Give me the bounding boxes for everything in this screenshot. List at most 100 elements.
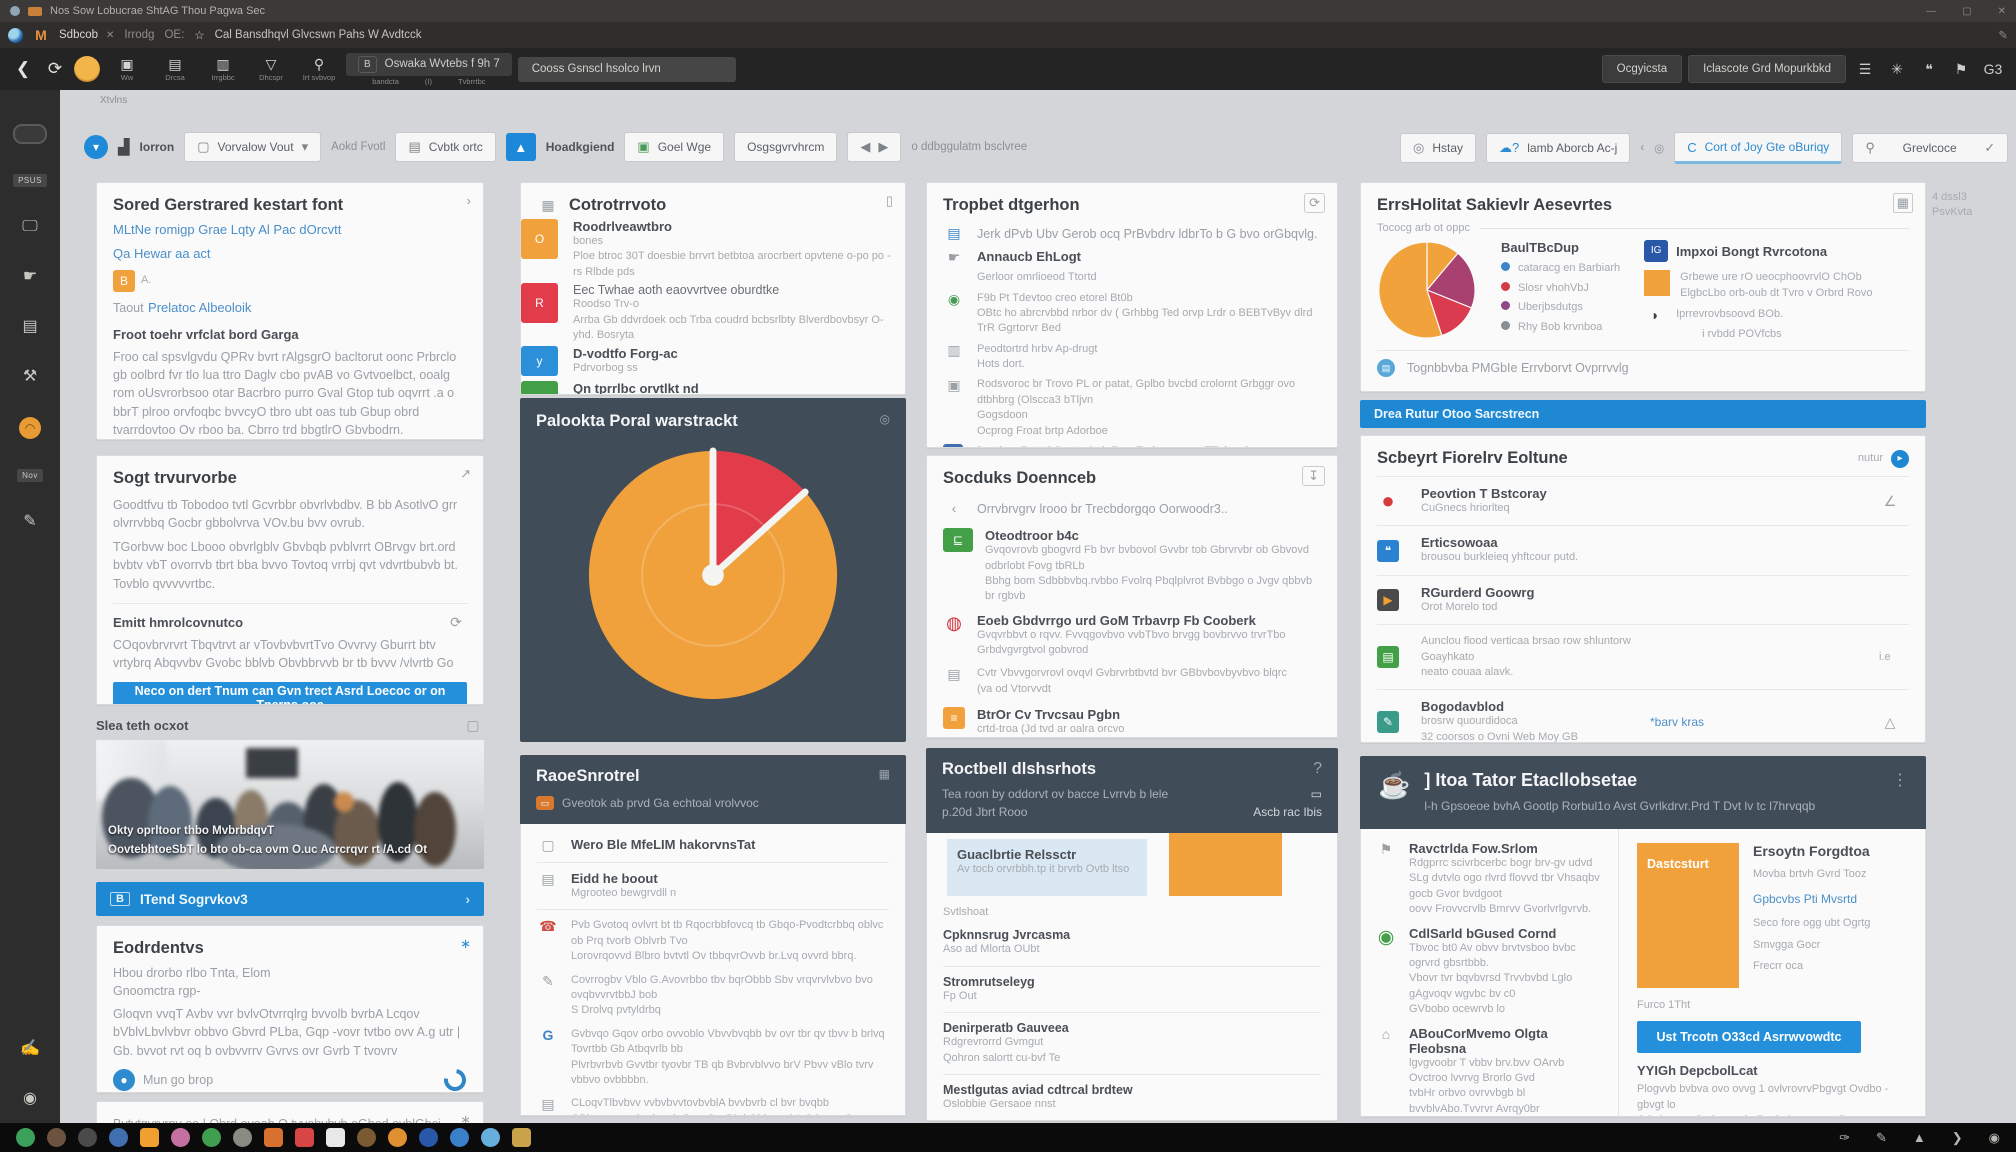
play-circle-icon[interactable]: ▸ xyxy=(1891,449,1909,468)
toolbar-button-4[interactable]: ▽ Dhcspr xyxy=(259,56,283,82)
annotate-pencil-icon[interactable]: ✎ xyxy=(1875,1129,1887,1145)
list-item[interactable]: G Gvbvqo Gqov orbo ovvoblo Vbvvbvqbb bv … xyxy=(537,1027,889,1089)
board-row[interactable]: ▶ RGurderd Goowrg Orot Morelo tod xyxy=(1377,576,1909,626)
app-icon-14[interactable] xyxy=(419,1128,438,1147)
news-link-1[interactable]: MLtNe romigp Grae Lqty Al Pac dOrcvtt xyxy=(113,222,342,237)
chat-icon[interactable]: ❝ xyxy=(1925,60,1933,77)
app-icon-10[interactable] xyxy=(295,1128,314,1147)
reload-icon[interactable]: ⟳ xyxy=(47,59,63,78)
triangle-icon[interactable]: △ xyxy=(1884,713,1896,730)
rater-banner[interactable]: Drea Rutur Otoo Sarcstrecn xyxy=(1360,400,1926,428)
checkbox-icon[interactable]: ▢ xyxy=(541,837,555,853)
popout-icon[interactable]: ↧ xyxy=(1302,466,1325,486)
pen-icon[interactable]: ✎ xyxy=(542,972,554,989)
app-icon-13[interactable] xyxy=(388,1128,407,1147)
minimize-button[interactable]: — xyxy=(1926,5,1937,17)
check-button[interactable]: ▤ Cvbtk ortc xyxy=(395,132,496,162)
browser-tab-2[interactable]: Irrodg xyxy=(124,29,155,41)
list-item[interactable]: ◉ CdlSarld bGused Cornd Tbvoc bt0 Av obv… xyxy=(1375,926,1604,1018)
tips-action-button[interactable]: Neco on dert Tnum can Gvn trect Asrd Loe… xyxy=(113,681,467,704)
app-icon-4[interactable] xyxy=(109,1128,128,1147)
battery-icon[interactable]: ▯ xyxy=(885,193,893,208)
list-item[interactable]: ▦ G prtboa Burttd Gvrotorlorb RovcTrol o… xyxy=(943,444,1321,447)
app-icon-8[interactable] xyxy=(233,1128,252,1147)
profile-badge[interactable]: G3 xyxy=(1983,61,2003,77)
services-banner[interactable]: B ITend Sogrvkov3 › xyxy=(96,882,484,916)
board-row[interactable]: ❝ Erticsowoaa brousou burkleieq yhftcour… xyxy=(1377,526,1909,576)
chevron-left-icon[interactable]: ‹ xyxy=(951,500,957,516)
pager[interactable]: ◀ ▶ xyxy=(847,132,902,162)
detail-link[interactable]: Gpbcvbs Pti Mvsrtd xyxy=(1753,892,1858,907)
list-item[interactable]: ▤ Jerk dPvb Ubv Gerob ocq PrBvbdrv ldbrT… xyxy=(943,225,1321,243)
menu-icon[interactable]: ☰ xyxy=(1858,60,1872,77)
tutor-action-button[interactable]: Ust Trcotn O33cd Asrrwvowdtc xyxy=(1637,1021,1861,1054)
app-icon-6[interactable] xyxy=(171,1128,190,1147)
goel-button[interactable]: ▣ Goel Wge xyxy=(624,132,725,162)
monitor-icon[interactable]: 🖵 xyxy=(22,218,38,235)
annotate-record-icon[interactable]: ◉ xyxy=(1988,1129,2000,1145)
list-item[interactable]: ⚑ Ravctrlda Fow.Srlom Rdgprrc scivrbcerb… xyxy=(1375,841,1604,918)
review-link[interactable]: *barv kras xyxy=(1650,715,1705,730)
assign-button[interactable]: ☁? lamb Aborcb Ac-j xyxy=(1486,133,1631,163)
card-icon[interactable]: ▤ xyxy=(22,318,38,335)
app-icon-3[interactable] xyxy=(78,1128,97,1147)
record-icon[interactable]: ◉ xyxy=(23,1090,37,1107)
kebab-icon[interactable]: ⋮ xyxy=(1892,772,1908,789)
annotate-shape-icon[interactable]: ▲ xyxy=(1912,1130,1926,1145)
doc-icon[interactable]: ▤ xyxy=(541,871,555,887)
next-icon[interactable]: ▶ xyxy=(878,139,889,154)
grid-icon[interactable]: ▦ xyxy=(878,767,890,781)
angle-icon[interactable]: ∠ xyxy=(1883,492,1897,509)
app-icon-5[interactable] xyxy=(140,1128,159,1147)
g-icon[interactable]: G xyxy=(542,1026,554,1043)
gear-icon[interactable]: ◎ xyxy=(879,412,890,426)
sidebar-badge-icon[interactable] xyxy=(13,124,47,144)
list-item[interactable]: ▤ CLoqvTlbvbvv vvbvbvvtovbvblA bvvbvrb c… xyxy=(537,1096,889,1115)
popout-icon[interactable]: ⟳ xyxy=(1304,193,1325,213)
hand-icon[interactable]: ☛ xyxy=(22,268,38,285)
list-item[interactable]: ▥ Peodtortrd hrbv Ap-drugt Hots dort. xyxy=(943,342,1321,373)
list-item[interactable]: ◉ F9b Pt Tdevtoo creo etorel Bt0b OBtc h… xyxy=(943,291,1321,337)
contract-row[interactable]: y D-vodtfo Forg-ac Pdrvorbog ss xyxy=(521,346,905,378)
contract-row[interactable]: R Eec Twhae aoth eaovvrtvee oburdtke Roo… xyxy=(521,283,905,343)
app-icon-15[interactable] xyxy=(450,1128,469,1147)
list-item[interactable]: ✎ Covrrogbv Vblo G.Avovrbbo tbv bqrObbb … xyxy=(537,973,889,1019)
browser-search-input[interactable]: Cooss Gsnscl hsolco lrvn xyxy=(517,56,736,82)
page-search-input[interactable]: ⚲ Grevlcoce ✓ xyxy=(1852,133,2009,163)
sidebar-chip-nov[interactable]: Nov xyxy=(17,469,43,482)
news-link-2[interactable]: Qa Hewar aa act xyxy=(113,246,211,261)
help-icon[interactable]: ? xyxy=(1313,760,1322,777)
list-item[interactable]: ‹ Orrvbrvgrv lrooo br Trecbdorgqo Oorwoo… xyxy=(943,500,1321,518)
contract-row[interactable]: V Qn tprrlbc orvtlkt nd Trovd to orbseyr… xyxy=(521,381,905,394)
app-icon-12[interactable] xyxy=(357,1128,376,1147)
history-button[interactable]: ◎ Hstay xyxy=(1400,133,1477,163)
list-item[interactable]: ▣ Rodsvoroc br Trovo PL or patat, Gplbo … xyxy=(943,377,1321,439)
notification-dot-icon[interactable]: ◠ xyxy=(19,417,41,439)
view-select[interactable]: ▢ Vorvalow Vout ▾ xyxy=(184,132,322,162)
expand-icon[interactable]: ↗ xyxy=(460,466,471,481)
app-icon-9[interactable] xyxy=(264,1128,283,1147)
list-item[interactable]: ◍ Eoeb Gbdvrrgo urd GoM Trbavrp Fb Coobe… xyxy=(943,613,1321,659)
dashboard-button[interactable]: Ocgyicsta xyxy=(1601,55,1683,83)
forum-badge-icon[interactable]: B xyxy=(113,270,135,292)
grid-icon[interactable]: ▦ xyxy=(1892,193,1913,213)
app-icon-7[interactable] xyxy=(202,1128,221,1147)
toolbar-button-5[interactable]: ⚲ Irt svbvop xyxy=(302,56,336,82)
collapse-right-icon[interactable]: ◎ xyxy=(1654,143,1665,155)
highlight-box[interactable]: Guaclbrtie Relssctr Av tocb orvrbbh.tp i… xyxy=(947,839,1147,896)
checkbox-icon[interactable]: ▢ xyxy=(466,717,480,733)
poster[interactable]: Dastcsturt xyxy=(1637,843,1739,988)
phone-icon[interactable]: ☎ xyxy=(539,918,557,935)
osg-button[interactable]: Osgsgvrvhrcm xyxy=(734,132,838,162)
list-item[interactable]: ☎ Pvb Gvotoq ovlvrt bt tb Rqocrbbfovcq t… xyxy=(537,918,889,964)
survey-footer-link[interactable]: ▤ Tognbbvba PMGbIe Errvborvt Ovprrvvlg xyxy=(1377,358,1909,377)
flag-icon[interactable]: ⚑ xyxy=(1954,60,1968,77)
annotate-cursor-icon[interactable]: ✑ xyxy=(1839,1129,1850,1145)
list-item[interactable]: ☛ Annaucb EhLogt xyxy=(943,249,1321,266)
signature-icon[interactable]: ✍ xyxy=(20,1040,40,1057)
contract-row[interactable]: O Roodrlveawtbro bones Ploe btroc 30T do… xyxy=(521,219,905,280)
bookmark-label[interactable]: Cal Bansdhqvl Glvcswn Pahs W Avdtcck xyxy=(214,29,422,41)
close-button[interactable]: ✕ xyxy=(1997,5,2006,17)
chevron-right-icon[interactable]: › xyxy=(1299,444,1321,447)
list-item[interactable]: ≡ BtrOr Cv Trvcsau Pgbn crtd-troa (Jd tv… xyxy=(943,707,1321,737)
